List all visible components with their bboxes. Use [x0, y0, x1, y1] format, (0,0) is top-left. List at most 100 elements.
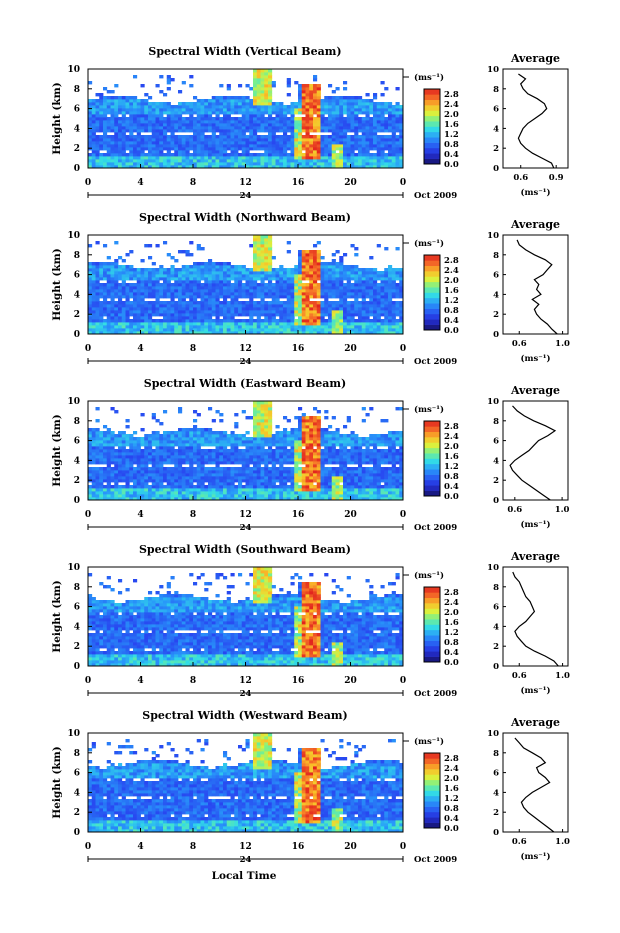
- heatmap-cell: [201, 494, 205, 497]
- heatmap-cell: [306, 274, 310, 277]
- heatmap-cell: [347, 114, 351, 117]
- heatmap-cell: [309, 277, 313, 280]
- heatmap-cell: [96, 307, 100, 310]
- heatmap-cell: [309, 150, 313, 153]
- heatmap-cell: [133, 286, 137, 289]
- heatmap-cell: [302, 286, 306, 289]
- heatmap-cell: [343, 292, 347, 295]
- heatmap-cell: [182, 144, 186, 147]
- heatmap-cell: [362, 147, 366, 150]
- heatmap-cell: [313, 265, 317, 268]
- heatmap-cell: [219, 123, 223, 126]
- heatmap-cell: [96, 319, 100, 322]
- heatmap-cell: [246, 99, 250, 102]
- heatmap-cell: [107, 295, 111, 298]
- heatmap-cell: [388, 129, 392, 132]
- heatmap-cell: [388, 150, 392, 153]
- heatmap-cell: [99, 265, 103, 268]
- heatmap-cell: [144, 292, 148, 295]
- heatmap-cell: [242, 289, 246, 292]
- heatmap-cell: [392, 319, 396, 322]
- heatmap-cell: [141, 494, 145, 497]
- heatmap-cell: [118, 162, 122, 165]
- heatmap-cell: [111, 458, 115, 461]
- heatmap-cell: [238, 147, 242, 150]
- heatmap-cell: [212, 479, 216, 482]
- heatmap-cell: [126, 147, 130, 150]
- heatmap-cell: [268, 129, 272, 132]
- heatmap-cell: [152, 129, 156, 132]
- heatmap-cell: [396, 141, 400, 144]
- heatmap-cell: [212, 304, 216, 307]
- heatmap-cell: [264, 150, 268, 153]
- heatmap-cell: [313, 244, 317, 247]
- heatmap-cell: [159, 452, 163, 455]
- heatmap-cell: [178, 150, 182, 153]
- heatmap-cell: [283, 310, 287, 313]
- heatmap-cell: [152, 437, 156, 440]
- heatmap-cell: [182, 271, 186, 274]
- heatmap-cell: [107, 328, 111, 331]
- heatmap-cell: [92, 301, 96, 304]
- heatmap-cell: [156, 310, 160, 313]
- heatmap-cell: [193, 431, 197, 434]
- heatmap-cell: [122, 271, 126, 274]
- heatmap-cell: [92, 467, 96, 470]
- heatmap-cell: [163, 488, 167, 491]
- heatmap-cell: [137, 132, 141, 135]
- heatmap-cell: [298, 259, 302, 262]
- heatmap-cell: [261, 322, 265, 325]
- heatmap-cell: [287, 268, 291, 271]
- heatmap-cell: [201, 319, 205, 322]
- heatmap-cell: [197, 295, 201, 298]
- heatmap-cell: [88, 325, 92, 328]
- heatmap-cell: [231, 144, 235, 147]
- heatmap-cell: [201, 114, 205, 117]
- heatmap-cell: [264, 301, 268, 304]
- heatmap-cell: [208, 117, 212, 120]
- heatmap-cell: [159, 144, 163, 147]
- heatmap-cell: [373, 108, 377, 111]
- heatmap-cell: [193, 455, 197, 458]
- heatmap-cell: [362, 325, 366, 328]
- heatmap-cell: [366, 313, 370, 316]
- heatmap-cell: [264, 105, 268, 108]
- heatmap-cell: [358, 162, 362, 165]
- heatmap-cell: [126, 120, 130, 123]
- heatmap-cell: [366, 156, 370, 159]
- heatmap-cell: [317, 153, 321, 156]
- heatmap-cell: [197, 473, 201, 476]
- heatmap-cell: [88, 81, 92, 84]
- heatmap-cell: [122, 132, 126, 135]
- heatmap-cell: [126, 295, 130, 298]
- heatmap-cell: [272, 298, 276, 301]
- heatmap-cell: [144, 452, 148, 455]
- heatmap-cell: [107, 271, 111, 274]
- colorbar-segment: [424, 298, 440, 304]
- heatmap-cell: [122, 135, 126, 138]
- heatmap-cell: [294, 292, 298, 295]
- heatmap-cell: [182, 494, 186, 497]
- heatmap-cell: [291, 304, 295, 307]
- heatmap-cell: [332, 271, 336, 274]
- heatmap-cell: [197, 491, 201, 494]
- heatmap-cell: [201, 452, 205, 455]
- heatmap-cell: [174, 295, 178, 298]
- heatmap-cell: [377, 271, 381, 274]
- heatmap-cell: [137, 476, 141, 479]
- heatmap-cell: [152, 271, 156, 274]
- heatmap-cell: [96, 322, 100, 325]
- heatmap-cell: [328, 301, 332, 304]
- heatmap-cell: [366, 120, 370, 123]
- heatmap-cell: [302, 117, 306, 120]
- heatmap-cell: [366, 123, 370, 126]
- heatmap-cell: [306, 307, 310, 310]
- heatmap-cell: [193, 458, 197, 461]
- heatmap-cell: [268, 147, 272, 150]
- heatmap-cell: [189, 292, 193, 295]
- heatmap-cell: [204, 135, 208, 138]
- heatmap-cell: [174, 464, 178, 467]
- heatmap-cell: [186, 102, 190, 105]
- heatmap-cell: [272, 268, 276, 271]
- heatmap-cell: [111, 283, 115, 286]
